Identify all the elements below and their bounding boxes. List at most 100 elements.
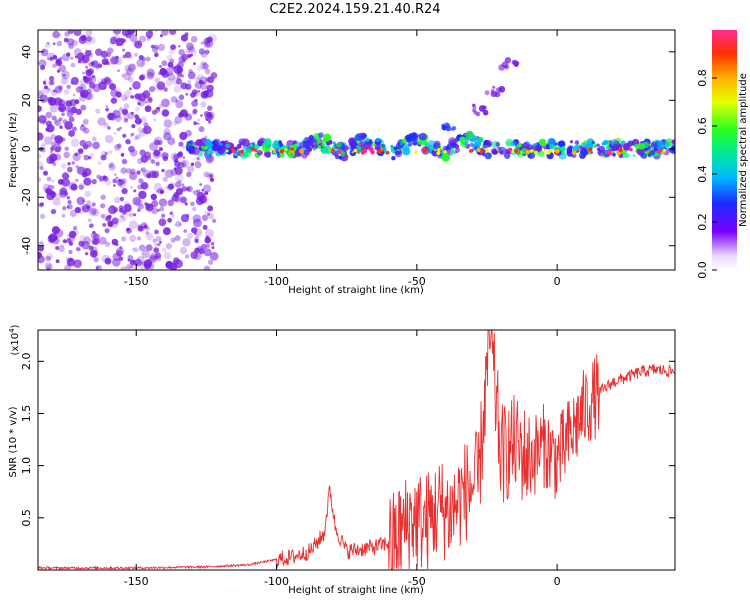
signal-point [538,138,547,146]
signal-point [350,140,358,148]
noise-point [170,44,177,51]
noise-point [59,56,63,61]
noise-point [68,235,75,243]
noise-point [119,183,123,187]
signal-point [401,138,407,144]
noise-point [140,182,149,190]
noise-point [163,128,171,136]
noise-point [74,99,80,105]
noise-point [194,156,201,163]
noise-point [107,220,114,227]
noise-point [139,75,145,81]
signal-point [506,141,511,146]
noise-point [163,87,168,92]
noise-point [113,184,116,187]
noise-point [134,93,140,99]
streak-point [511,59,517,65]
signal-point [549,144,555,150]
noise-point [140,155,149,163]
signal-point [264,138,272,146]
noise-point [111,166,115,169]
noise-point [43,78,48,83]
noise-point [212,218,217,223]
noise-point [80,89,89,99]
noise-point [122,133,127,138]
noise-point [179,246,188,255]
signal-point [593,145,597,148]
noise-point [38,160,44,170]
noise-point [209,251,219,261]
noise-point [79,125,86,132]
noise-point [82,118,89,125]
noise-point [54,135,63,144]
noise-point [68,116,75,123]
signal-point [323,145,333,155]
noise-point [60,77,69,85]
noise-point [54,146,62,153]
signal-point [313,142,317,146]
noise-point [170,152,179,161]
noise-point [147,174,152,179]
noise-point [60,163,67,169]
streak-point [492,85,496,89]
noise-point [46,191,55,201]
signal-point [560,146,566,153]
noise-point [67,30,74,35]
signal-point [597,150,602,155]
signal-point [249,143,254,148]
noise-point [180,74,184,78]
noise-point [186,187,191,192]
noise-point [175,220,182,227]
noise-point [80,104,87,111]
noise-point [120,152,125,157]
snr-scale-prefix: (x10 [10,333,21,356]
signal-core-point [629,147,633,152]
noise-point [66,52,71,57]
signal-point [391,156,396,161]
signal-point [253,144,260,150]
noise-point [79,94,87,102]
noise-point [200,90,209,99]
noise-point [163,132,172,141]
noise-point [183,38,186,41]
noise-point [66,234,71,238]
noise-point [58,85,63,90]
signal-core-point [284,148,288,151]
noise-point [159,241,162,244]
noise-point [110,97,118,104]
signal-point [245,146,252,153]
noise-point [207,105,213,111]
noise-point [170,168,178,176]
noise-point [44,136,53,145]
noise-point [149,253,157,261]
signal-core-point [270,148,274,151]
signal-core-point [273,150,277,154]
noise-point [92,233,100,241]
noise-point [190,162,195,166]
noise-point [52,89,56,93]
noise-point [154,52,159,57]
streak-point [498,64,505,71]
signal-point [465,131,474,140]
noise-point [158,218,167,227]
noise-point [164,67,174,77]
noise-point [125,168,132,174]
noise-point [154,252,162,259]
signal-point [653,147,658,152]
noise-point [157,242,161,247]
snr-y-ticks: 0.5 1.0 1.5 2.0 [20,353,675,527]
noise-point [107,112,115,121]
noise-point [193,218,202,228]
noise-point [91,60,99,68]
noise-point [135,106,140,112]
noise-point [159,206,165,212]
noise-point [68,249,73,255]
noise-point [123,203,132,213]
noise-point [109,165,112,168]
signal-point [491,148,498,155]
noise-point [120,167,127,174]
noise-point [97,63,103,68]
noise-point [114,196,121,204]
noise-point [167,199,174,207]
noise-point [145,107,149,110]
